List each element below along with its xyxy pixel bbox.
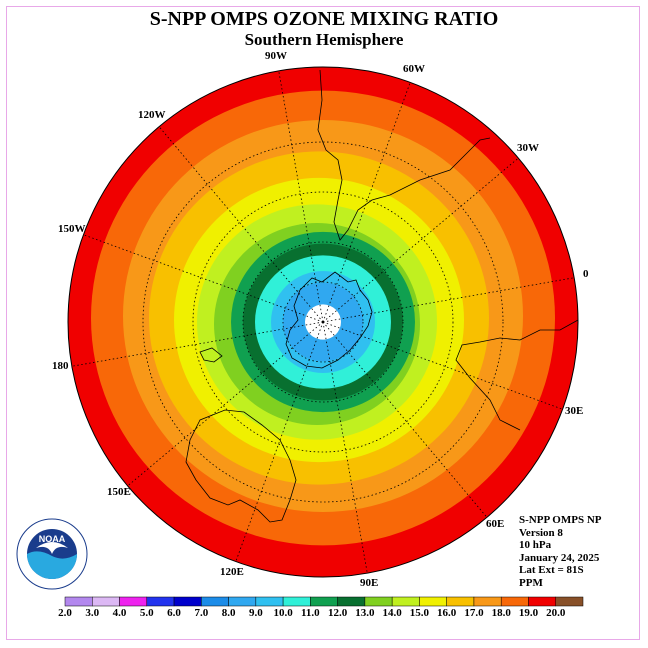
colorbar-tick-label: 7.0 xyxy=(194,607,209,619)
meridian-line xyxy=(78,232,324,323)
figure-frame xyxy=(6,6,640,640)
latitude-circle xyxy=(282,281,364,363)
colorbar-swatch xyxy=(173,596,202,607)
colorbar-swatch xyxy=(473,596,502,607)
longitude-label: 30W xyxy=(517,142,539,154)
info-pressure: 10 hPa xyxy=(519,539,552,552)
ozone-contour-bands xyxy=(68,67,578,577)
new-zealand-coastline xyxy=(199,347,223,363)
longitude-label: 180 xyxy=(52,360,69,372)
colorbar-swatch xyxy=(419,596,447,607)
graticule xyxy=(68,67,578,577)
colorbar-tick-label: 17.0 xyxy=(464,607,484,619)
info-instrument: S-NPP OMPS NP xyxy=(519,514,602,526)
colorbar-swatch xyxy=(337,596,366,607)
longitude-label: 90E xyxy=(360,577,379,589)
meridian-line xyxy=(322,321,369,577)
colorbar-swatch xyxy=(500,596,529,607)
meridian-line xyxy=(68,321,324,368)
colorbar-tick-label: 15.0 xyxy=(409,607,430,619)
longitude-label: 120E xyxy=(220,566,244,578)
meridian-line xyxy=(322,321,568,412)
colorbar-swatch xyxy=(228,596,257,607)
south-america-coastline xyxy=(317,69,491,241)
info-lat-extent: Lat Ext = 81S xyxy=(519,564,584,577)
colorbar-tick-label: 2.0 xyxy=(58,607,72,619)
map-title: S-NPP OMPS OZONE MIXING RATIO xyxy=(149,8,499,30)
longitude-label: 60E xyxy=(486,518,505,530)
longitude-label: 120W xyxy=(138,109,166,121)
longitude-label: 90W xyxy=(265,50,287,62)
colorbar-swatch xyxy=(64,596,93,607)
africa-coastline xyxy=(455,319,578,431)
colorbar-swatches xyxy=(64,596,584,607)
colorbar-tick-label: 19.0 xyxy=(518,607,539,619)
meridian-line xyxy=(322,321,491,522)
colorbar-tick-label: 6.0 xyxy=(167,607,181,619)
longitude-label: 30E xyxy=(565,405,584,417)
meridian-line xyxy=(233,321,324,567)
colorbar-tick-label: 12.0 xyxy=(328,607,348,619)
meridian-line xyxy=(123,321,324,490)
colorbar-tick-label: 9.0 xyxy=(248,607,263,619)
colorbar-swatch xyxy=(555,596,584,607)
meridian-line xyxy=(322,276,578,323)
info-date: January 24, 2025 xyxy=(519,551,600,564)
colorbar-swatch xyxy=(119,596,148,607)
colorbar-tick-label: 8.0 xyxy=(221,607,236,619)
map-subtitle: Southern Hemisphere xyxy=(244,30,404,49)
latitude-circle xyxy=(192,191,454,453)
colorbar-swatch xyxy=(146,596,175,607)
meridian-line xyxy=(322,77,413,323)
meridian-line xyxy=(322,154,523,323)
colorbar-swatch xyxy=(92,596,120,607)
colorbar-swatch xyxy=(364,596,393,607)
meridian-line xyxy=(277,67,324,323)
colorbar-tick-label: 20.0 xyxy=(546,607,566,619)
colorbar-tick-label: 14.0 xyxy=(382,607,402,619)
colorbar-swatch xyxy=(310,596,338,607)
colorbar-tick-label: 11.0 xyxy=(301,607,320,619)
colorbar-swatch xyxy=(282,596,311,607)
info-block: S-NPP OMPS NP Version 8 10 hPa January 2… xyxy=(519,514,602,590)
info-version: Version 8 xyxy=(519,526,563,539)
colorbar-swatch xyxy=(201,596,229,607)
colorbar-tick-label: 3.0 xyxy=(85,607,100,619)
colorbar-tick-label: 10.0 xyxy=(273,607,293,619)
colorbar-tick-label: 16.0 xyxy=(437,607,457,619)
latitude-circle xyxy=(242,241,404,403)
info-units: PPM xyxy=(519,576,543,589)
colorbar-tick-label: 5.0 xyxy=(139,607,154,619)
colorbar-swatch xyxy=(446,596,475,607)
noaa-logo-icon: NOAA xyxy=(16,518,88,590)
latitude-circle xyxy=(142,141,504,503)
colorbar-tick-label: 13.0 xyxy=(355,607,375,619)
colorbar-swatch xyxy=(255,596,284,607)
noaa-logo-text: NOAA xyxy=(39,534,66,544)
colorbar-tick-label: 18.0 xyxy=(491,607,511,619)
longitude-label: 150W xyxy=(58,223,86,235)
longitude-label: 150E xyxy=(107,486,131,498)
colorbar-swatch xyxy=(528,596,556,607)
meridian-line xyxy=(155,122,324,323)
longitude-label: 60W xyxy=(403,63,425,75)
longitude-label: 0 xyxy=(583,268,589,280)
australia-coastline xyxy=(185,409,297,523)
map-border xyxy=(67,66,579,578)
colorbar-tick-label: 4.0 xyxy=(112,607,127,619)
colorbar-swatch xyxy=(391,596,420,607)
